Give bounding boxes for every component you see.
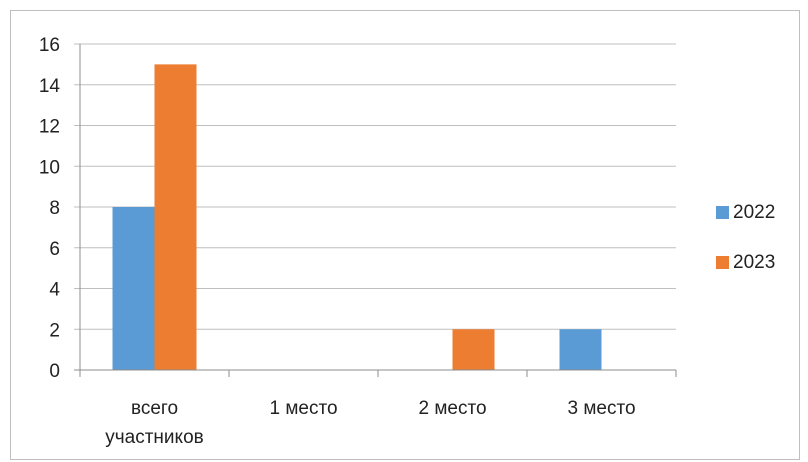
bar-2023-0 [154, 64, 197, 370]
legend-swatch-2023 [716, 256, 729, 269]
y-tick-label: 2 [49, 320, 60, 341]
axes [74, 44, 677, 377]
y-tick-label: 8 [49, 198, 60, 219]
y-tick-labels: 0 2 4 6 8 10 12 14 16 [39, 35, 61, 382]
y-tick-label: 4 [49, 280, 60, 301]
x-tick-labels: всего участников 1 место 2 место 3 место [105, 398, 635, 448]
y-tick-label: 6 [49, 239, 60, 260]
legend-swatch-2022 [716, 206, 729, 219]
x-tick-label: всего участников [105, 398, 203, 448]
y-tick-label: 0 [49, 361, 60, 382]
x-tick-label: 3 место [567, 398, 635, 419]
bar-2023-2 [452, 329, 495, 370]
y-tick-label: 16 [39, 35, 60, 56]
bar-2022-3 [559, 329, 602, 370]
legend: 2022 2023 [716, 202, 775, 273]
legend-label: 2022 [733, 202, 775, 223]
bar-marks [112, 64, 602, 370]
y-tick-label: 10 [39, 157, 60, 178]
y-tick-label: 14 [39, 76, 61, 97]
y-tick-label: 12 [39, 117, 60, 138]
x-tick-label: 2 место [418, 398, 486, 419]
x-tick-label: 1 место [269, 398, 337, 419]
legend-label: 2023 [733, 252, 775, 273]
bar-2022-0 [112, 207, 155, 370]
